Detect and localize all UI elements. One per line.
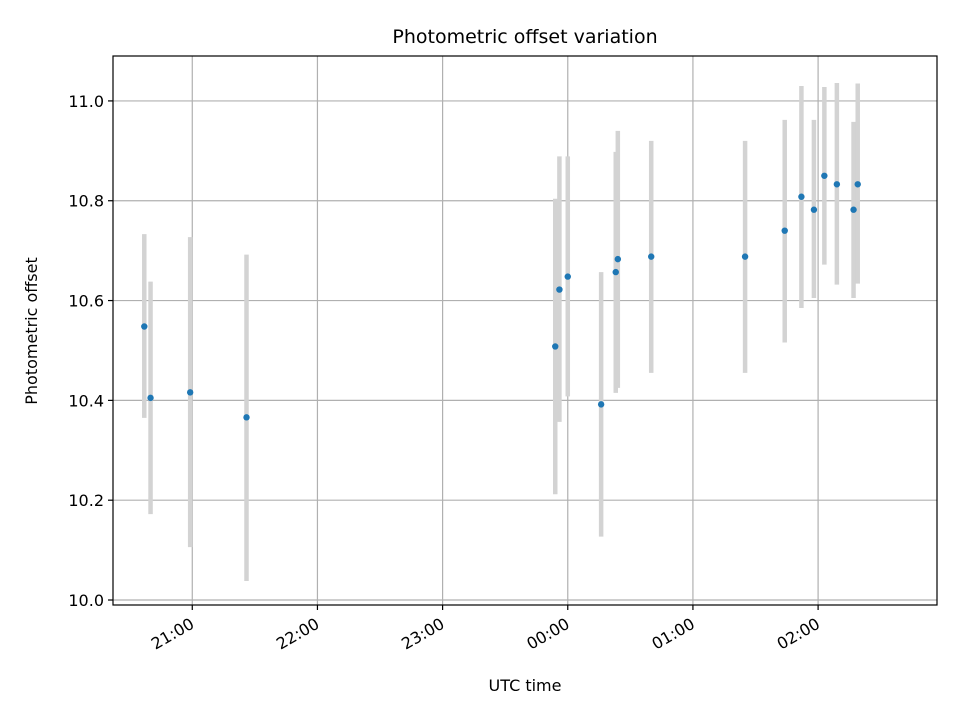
data-point	[833, 181, 841, 188]
data-point	[243, 414, 250, 421]
y-tick-label: 10.0	[68, 591, 104, 610]
data-point	[612, 268, 619, 276]
data-point	[781, 227, 788, 234]
y-tick-label: 11.0	[68, 92, 104, 111]
y-tick-label: 10.2	[68, 491, 104, 510]
data-point	[810, 206, 818, 213]
y-tick-label: 10.8	[68, 192, 104, 211]
y-tick-label: 10.6	[68, 292, 104, 311]
y-axis-label: Photometric offset	[22, 257, 41, 405]
data-point	[141, 323, 148, 330]
data-point	[597, 401, 605, 408]
y-axis-ticks: 10.0 10.2 10.4 10.6 10.8 11.0	[68, 92, 113, 610]
data-point	[648, 253, 655, 260]
data-point	[556, 286, 563, 293]
data-point	[564, 273, 571, 280]
y-tick-label: 10.4	[68, 391, 104, 410]
data-point	[614, 255, 622, 263]
data-point	[798, 193, 805, 200]
data-point	[147, 394, 154, 402]
data-point	[850, 206, 857, 213]
data-point	[741, 253, 749, 260]
chart-title: Photometric offset variation	[392, 26, 657, 48]
plot-frame	[112, 55, 938, 606]
data-point	[186, 389, 194, 396]
data-point	[854, 181, 861, 188]
data-point	[552, 343, 559, 350]
x-axis-label: UTC time	[489, 676, 562, 695]
data-point	[821, 172, 828, 179]
data-points	[141, 172, 861, 421]
